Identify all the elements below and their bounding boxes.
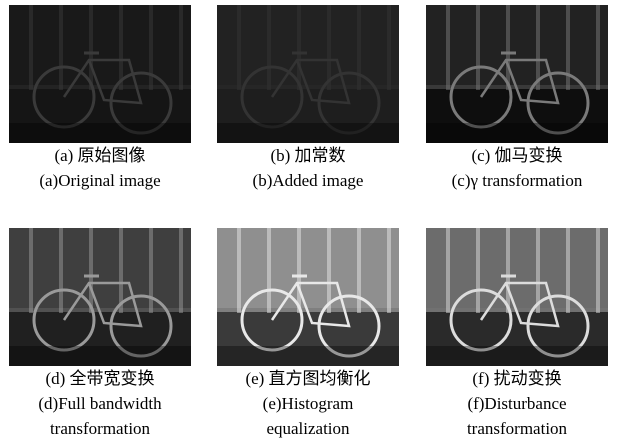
panel: (b) 加常数(b)Added image — [213, 5, 403, 193]
caption: (c) 伽马变换 — [422, 143, 612, 168]
photo — [426, 5, 608, 143]
caption: (f) 扰动变换 — [422, 366, 612, 391]
caption: (c)γ transformation — [422, 168, 612, 193]
caption: (e) 直方图均衡化 — [213, 366, 403, 391]
caption: (d) 全带宽变换 — [5, 366, 195, 391]
caption: (b) 加常数 — [213, 143, 403, 168]
caption: (b)Added image — [213, 168, 403, 193]
caption: (a) 原始图像 — [5, 143, 195, 168]
caption: (a)Original image — [5, 168, 195, 193]
caption: equalization — [213, 416, 403, 441]
caption: transformation — [422, 416, 612, 441]
figure: (a) 原始图像(a)Original image(b) 加常数(b)Added… — [0, 0, 618, 444]
photo — [217, 5, 399, 143]
photo — [9, 228, 191, 366]
caption: transformation — [5, 416, 195, 441]
photo — [217, 228, 399, 366]
photo — [426, 228, 608, 366]
photo — [9, 5, 191, 143]
caption: (e)Histogram — [213, 391, 403, 416]
caption: (d)Full bandwidth — [5, 391, 195, 416]
panel: (a) 原始图像(a)Original image — [5, 5, 195, 193]
panel: (c) 伽马变换(c)γ transformation — [422, 5, 612, 193]
caption: (f)Disturbance — [422, 391, 612, 416]
